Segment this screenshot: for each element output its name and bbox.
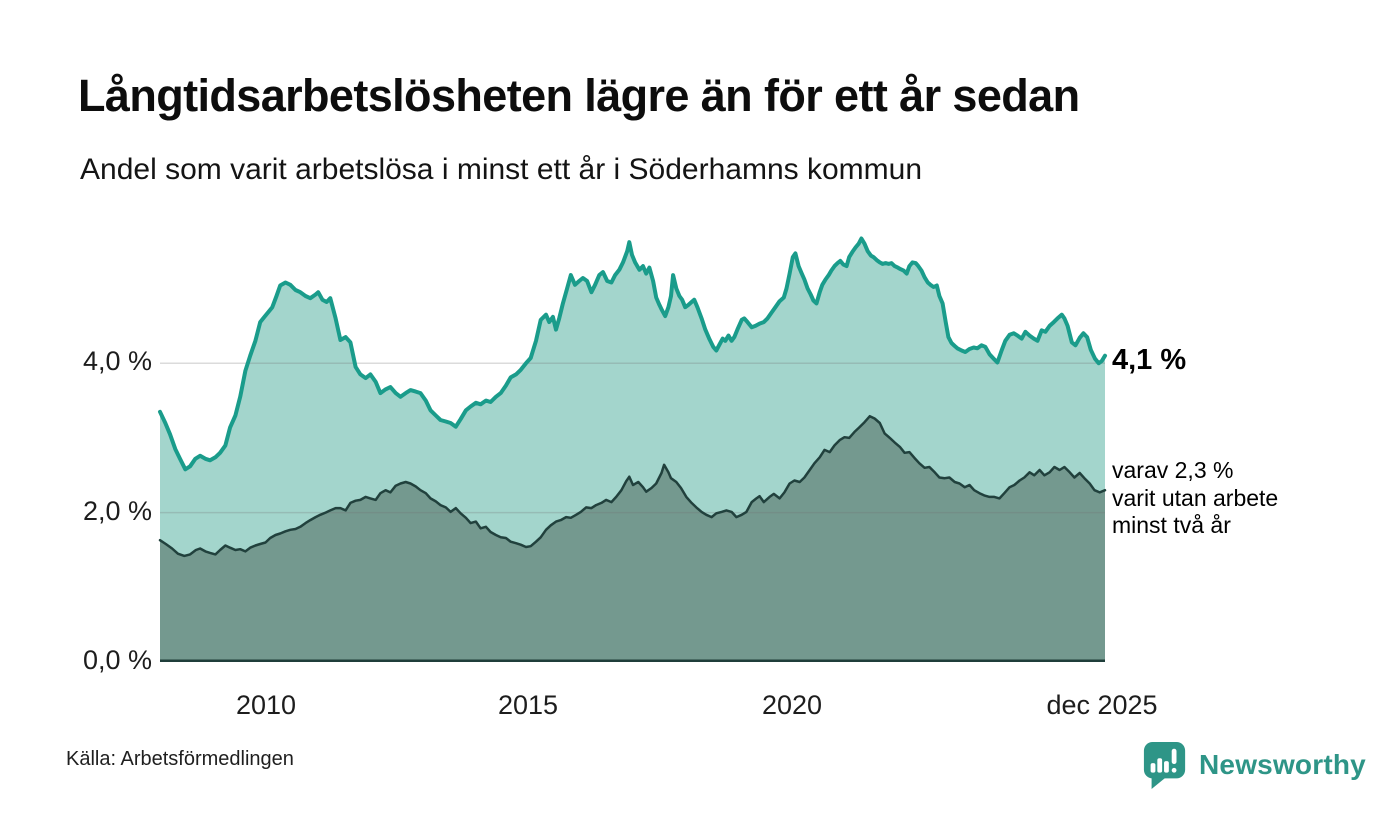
y-axis-tick-2: 2,0 % <box>82 496 152 526</box>
newsworthy-wordmark: Newsworthy <box>1199 749 1366 780</box>
page-title: Långtidsarbetslösheten lägre än för ett … <box>78 70 1080 121</box>
page-subtitle: Andel som varit arbetslösa i minst ett å… <box>80 153 923 186</box>
secondary-series-label-line1: varav 2,3 % <box>1112 457 1234 483</box>
secondary-series-label-line3: minst två år <box>1112 512 1231 538</box>
source-attribution: Källa: Arbetsförmedlingen <box>66 748 294 770</box>
x-axis-tick-2010: 2010 <box>235 690 297 720</box>
y-axis-tick-4: 4,0 % <box>82 346 152 376</box>
x-axis-tick-2015: 2015 <box>497 690 559 720</box>
secondary-series-label: varav 2,3 % varit utan arbete minst två … <box>1112 457 1352 540</box>
y-axis-tick-0: 0,0 % <box>82 645 152 675</box>
newsworthy-bubble-icon <box>1143 742 1186 789</box>
secondary-series-label-line2: varit utan arbete <box>1112 484 1279 511</box>
latest-value-label: 4,1 % <box>1112 344 1187 376</box>
x-axis-tick-2020: 2020 <box>761 690 823 720</box>
x-axis-tick-dec-2025: dec 2025 <box>1046 690 1158 720</box>
newsworthy-logo: Newsworthy <box>1142 740 1366 790</box>
area-chart <box>158 236 1107 663</box>
